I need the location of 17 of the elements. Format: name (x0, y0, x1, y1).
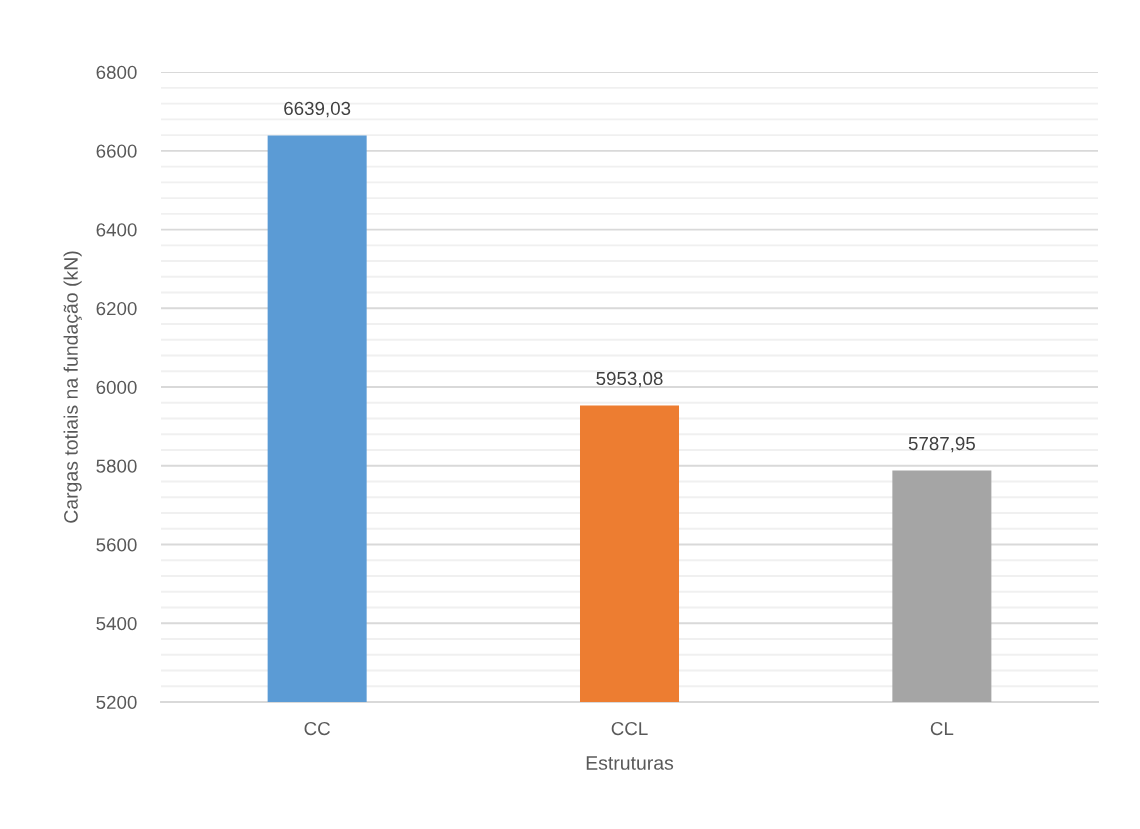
x-tick-label: CCL (611, 721, 648, 736)
y-tick-label: 6200 (96, 301, 137, 316)
y-tick-label: 5400 (96, 616, 137, 631)
x-tick-label: CC (304, 721, 330, 736)
y-tick-label: 5600 (96, 538, 137, 552)
y-tick-label: 5200 (96, 695, 137, 709)
data-label: 5787,95 (908, 436, 975, 453)
y-axis-title: Cargas totiais na fundação (kN) (63, 251, 82, 523)
y-tick-label: 6400 (96, 223, 137, 237)
data-label: 6639,03 (284, 101, 351, 118)
y-tick-label: 5800 (96, 459, 137, 473)
x-axis-title: Estruturas (586, 756, 674, 770)
y-tick-label: 6000 (96, 380, 137, 394)
y-tick-label: 6600 (96, 144, 137, 158)
data-label: 5953,08 (596, 371, 663, 388)
x-tick-label: CL (930, 721, 954, 736)
y-tick-label: 6800 (96, 65, 137, 80)
